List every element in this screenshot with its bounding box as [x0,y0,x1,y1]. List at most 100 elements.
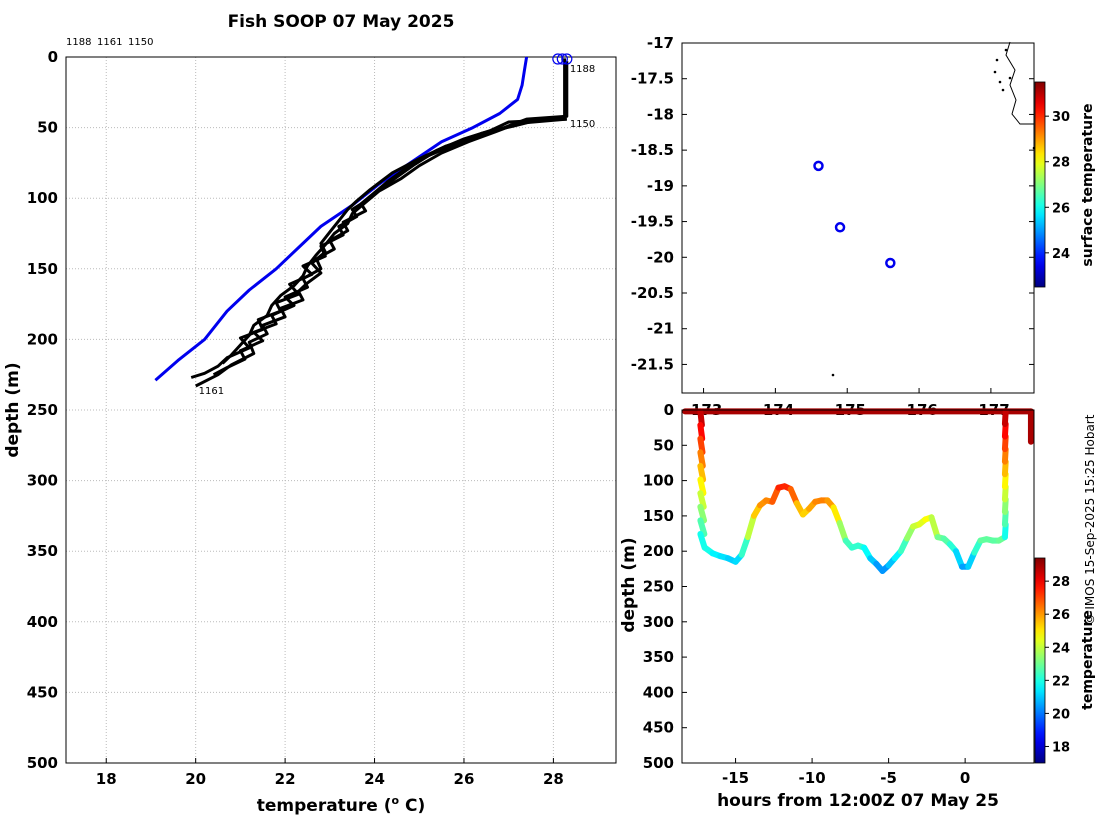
profile-label: 1150 [570,119,595,130]
y-tick-label: 0 [48,48,58,66]
colorbar-tick-label: 26 [1052,201,1070,216]
map-y-tick-label: -17.5 [631,70,674,88]
colorbar-tick-label: 28 [1052,575,1070,590]
credit-text: © IMOS 15-Sep-2025 15:25 Hobart [1083,414,1097,625]
y-tick-label: 350 [27,542,58,560]
colorbar-tick-label: 22 [1052,674,1070,689]
map-y-tick-label: -20.5 [631,284,674,302]
profile-ylabel: depth (m) [3,362,23,457]
ship-position-marker [813,160,824,172]
x-tick-label: 28 [543,770,564,788]
section-x-tick-label: -15 [722,769,749,787]
x-tick-label: 20 [185,770,206,788]
y-tick-label: 100 [27,189,58,207]
section-bottom-segment [744,512,757,541]
profile-line-1161 [195,61,569,388]
island [831,373,835,377]
profile-line-1188 [212,58,567,377]
ship-position-marker [834,222,846,233]
y-tick-label: 50 [37,119,58,137]
colorbar-tick-label: 30 [1052,110,1070,125]
profile-plot: 18 20 22 24 26 28 0 50 100 150 200 250 300 350 400 450 5… [27,37,617,788]
section-plot: 0 50 100 150 200 250 300 350 400 450 500 -15 -10 -5 0 1… [643,401,1070,787]
map-y-tick-label: -17 [647,34,674,52]
profile-label: 1188 [570,64,595,75]
section-descent-segment [697,449,706,469]
section-bottom-segment [928,514,941,541]
section-y-tick-label: 50 [653,436,674,454]
map-frame [681,42,1035,394]
y-tick-label: 250 [27,401,58,419]
map-y-tick-label: -21 [647,320,674,338]
section-x-tick-label: -10 [799,769,826,787]
axes-frame [65,56,617,764]
section-descent-segment [697,490,707,510]
section-y-tick-label: 100 [643,472,674,490]
colorbar-tick-label: 20 [1052,707,1070,722]
chart-title: Fish SOOP 07 May 2025 [228,12,455,32]
island [998,80,1002,84]
section-descent-segment [697,462,707,483]
section-y-tick-label: 250 [643,578,674,596]
ship-position-marker [885,257,896,269]
map-y-tick-label: -18.5 [631,141,674,159]
map-y-tick-label: -21.5 [631,355,674,373]
surface-marker [556,53,568,65]
island [993,70,997,74]
colorbar-tick-label: 24 [1052,247,1070,262]
section-descent-segment [697,476,707,497]
island [1008,76,1012,80]
section-descent-segment [697,503,708,524]
section-ylabel: depth (m) [619,537,639,632]
colorbar [1034,81,1046,288]
colorbar-tick-label: 18 [1052,740,1070,755]
section-colorbar-label: temperature [1080,610,1096,710]
map-y-tick-label: -19 [647,177,674,195]
map-y-tick-label: -18 [647,105,674,123]
section-bottom-segment [836,519,849,544]
colorbar-tick-label: 28 [1052,156,1070,171]
section-y-tick-label: 400 [643,683,674,701]
section-bottom-segment [738,534,751,558]
surface-marker [552,53,564,65]
section-xlabel: hours from 12:00Z 07 May 25 [717,791,999,811]
top-cast-label: 1188 [66,37,91,48]
section-x-tick-label: 0 [960,769,970,787]
coastline [1005,41,1034,125]
map-colorbar-label: surface temperature [1080,103,1096,266]
map-plot: -17 -17.5 -18 -18.5 -19 -19.5 -20 -20.5 -21 -21.5… [631,34,1070,419]
x-tick-label: 22 [275,770,296,788]
colorbar-tick-label: 26 [1052,608,1070,623]
x-tick-label: 26 [454,770,475,788]
section-y-tick-label: 0 [664,401,674,419]
section-ascent-segment [1001,408,1009,427]
island [1004,48,1008,52]
profile-line-4 [221,117,567,365]
section-y-tick-label: 150 [643,507,674,525]
colorbar [1034,557,1046,764]
section-y-tick-label: 200 [643,542,674,560]
y-tick-label: 150 [27,260,58,278]
x-tick-label: 18 [96,770,117,788]
map-y-tick-label: -20 [647,248,674,266]
y-tick-label: 400 [27,613,58,631]
y-tick-label: 300 [27,472,58,490]
profile-label: 1161 [199,386,224,397]
y-tick-label: 450 [27,683,58,701]
section-descent-segment [697,517,708,538]
top-cast-label: 1150 [128,37,153,48]
x-tick-label: 24 [364,770,385,788]
section-frame [681,409,1035,764]
section-y-tick-label: 300 [643,613,674,631]
top-cast-label: 1161 [97,37,122,48]
section-y-tick-label: 450 [643,719,674,737]
section-x-tick-label: -5 [880,769,897,787]
y-tick-label: 500 [27,754,58,772]
profile-xlabel: temperature (o C) [257,794,426,816]
map-y-tick-label: -19.5 [631,213,674,231]
y-tick-label: 200 [27,330,58,348]
section-y-tick-label: 500 [643,754,674,772]
island [995,58,999,62]
surface-marker [561,53,573,65]
